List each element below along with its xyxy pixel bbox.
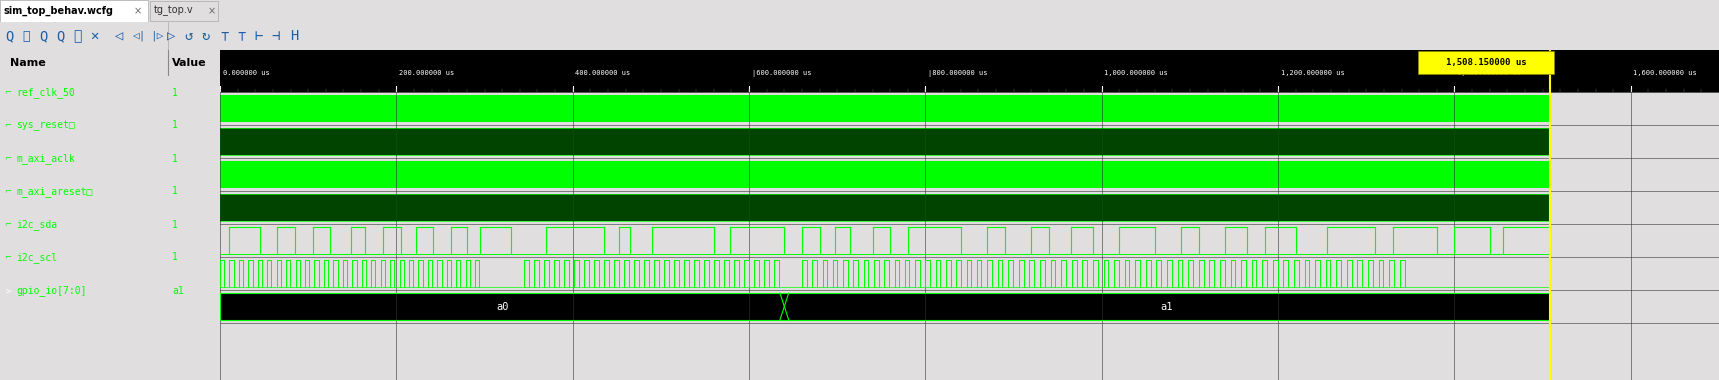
Bar bbox=[220, 95, 1551, 122]
Text: ⊣: ⊣ bbox=[272, 29, 280, 43]
Bar bbox=[220, 128, 1551, 155]
Text: 1: 1 bbox=[172, 187, 177, 196]
Text: ×: × bbox=[208, 6, 217, 16]
Text: gpio_io[7:0]: gpio_io[7:0] bbox=[15, 285, 86, 296]
Bar bbox=[0, 0, 148, 22]
Text: |▷: |▷ bbox=[150, 31, 163, 41]
Text: ⬛: ⬛ bbox=[22, 30, 29, 43]
Text: 1,508.150000 us: 1,508.150000 us bbox=[1446, 58, 1526, 67]
Text: 1,200.000000 us: 1,200.000000 us bbox=[1281, 70, 1344, 76]
Bar bbox=[220, 293, 784, 320]
Text: a1: a1 bbox=[172, 285, 184, 296]
Text: ⌐: ⌐ bbox=[3, 220, 10, 229]
Text: m_axi_areset□: m_axi_areset□ bbox=[15, 186, 93, 197]
Text: ◁|: ◁| bbox=[132, 31, 146, 41]
Bar bbox=[784, 293, 1551, 320]
Text: 1,400.000000 us: 1,400.000000 us bbox=[1458, 70, 1521, 76]
Text: sim_top_behav.wcfg: sim_top_behav.wcfg bbox=[3, 6, 113, 16]
Text: ⛶: ⛶ bbox=[72, 29, 81, 43]
Text: Value: Value bbox=[172, 58, 206, 68]
Text: ⌐: ⌐ bbox=[3, 88, 10, 97]
Text: ↻: ↻ bbox=[201, 29, 210, 43]
Text: ↺: ↺ bbox=[184, 29, 193, 43]
Text: 400.000000 us: 400.000000 us bbox=[576, 70, 631, 76]
Text: ⌐: ⌐ bbox=[3, 154, 10, 163]
Text: 1: 1 bbox=[172, 154, 177, 163]
Text: Q: Q bbox=[40, 29, 48, 43]
Text: 1,000.000000 us: 1,000.000000 us bbox=[1104, 70, 1169, 76]
Text: H: H bbox=[291, 29, 299, 43]
Text: Q: Q bbox=[57, 29, 64, 43]
Text: i2c_sda: i2c_sda bbox=[15, 219, 57, 230]
Text: ⌐: ⌐ bbox=[3, 187, 10, 196]
Text: ⌐: ⌐ bbox=[3, 121, 10, 130]
Text: 1,600.000000 us: 1,600.000000 us bbox=[1633, 70, 1697, 76]
Text: 1: 1 bbox=[172, 120, 177, 130]
Text: a1: a1 bbox=[1160, 301, 1174, 312]
Bar bbox=[220, 194, 1551, 221]
Text: ⊤: ⊤ bbox=[220, 29, 229, 43]
Text: Q: Q bbox=[5, 29, 14, 43]
Bar bbox=[150, 1, 218, 21]
Text: sys_reset□: sys_reset□ bbox=[15, 120, 74, 131]
Text: m_axi_aclk: m_axi_aclk bbox=[15, 153, 74, 164]
Text: ×: × bbox=[134, 6, 143, 16]
Bar bbox=[220, 161, 1551, 188]
Text: ref_clk_50: ref_clk_50 bbox=[15, 87, 74, 98]
Bar bbox=[1418, 51, 1554, 74]
Text: Name: Name bbox=[10, 58, 46, 68]
Text: tg_top.v: tg_top.v bbox=[155, 6, 194, 16]
Text: i2c_scl: i2c_scl bbox=[15, 252, 57, 263]
Text: |800.000000 us: |800.000000 us bbox=[928, 70, 987, 77]
Text: ⊢: ⊢ bbox=[254, 29, 263, 43]
Text: ◁: ◁ bbox=[115, 29, 124, 43]
Text: 1: 1 bbox=[172, 220, 177, 230]
Text: ▷: ▷ bbox=[167, 29, 175, 43]
Bar bbox=[220, 50, 1719, 92]
Text: a0: a0 bbox=[495, 301, 509, 312]
Text: 1: 1 bbox=[172, 87, 177, 98]
Text: ✕: ✕ bbox=[89, 29, 98, 43]
Text: 1: 1 bbox=[172, 252, 177, 263]
Text: 0.000000 us: 0.000000 us bbox=[223, 70, 270, 76]
Text: >: > bbox=[3, 286, 10, 295]
Text: |600.000000 us: |600.000000 us bbox=[751, 70, 811, 77]
Text: ⊤: ⊤ bbox=[237, 29, 246, 43]
Text: ⌐: ⌐ bbox=[3, 253, 10, 262]
Text: 200.000000 us: 200.000000 us bbox=[399, 70, 454, 76]
